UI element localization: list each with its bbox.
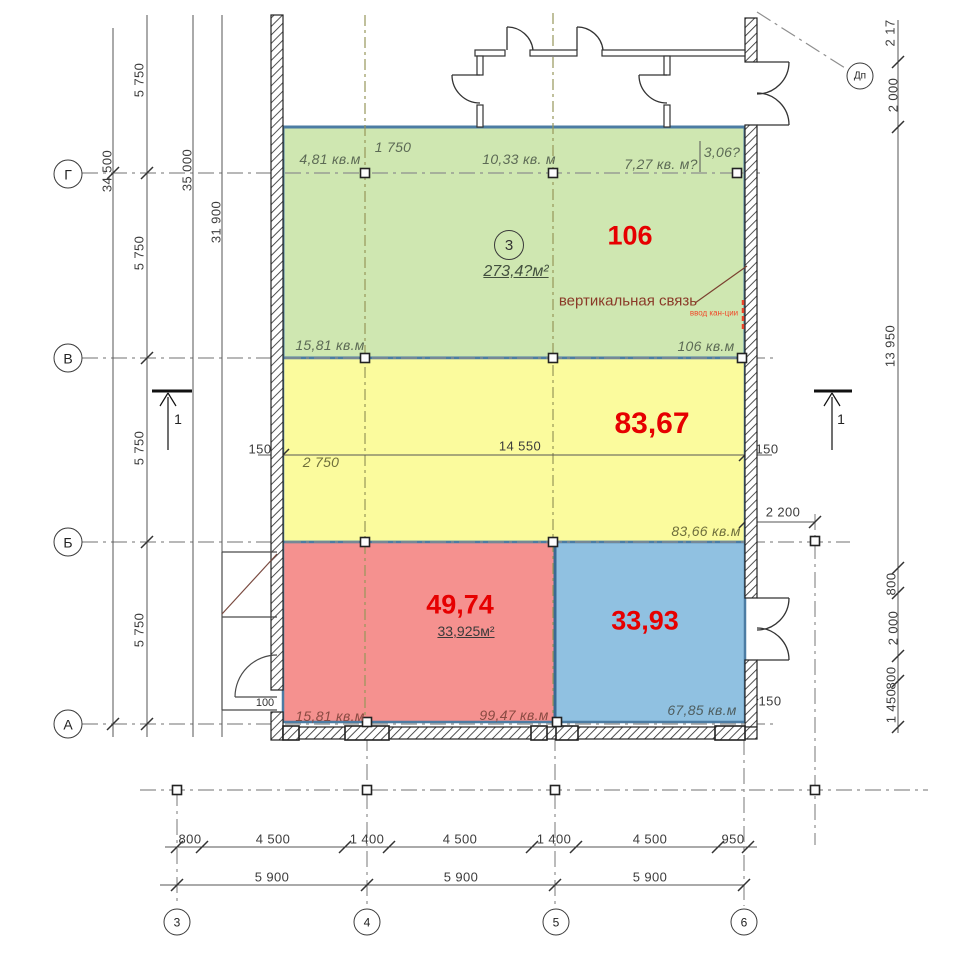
axis-row-b: Б: [53, 527, 83, 557]
dim-right-150-blue: 150: [758, 693, 782, 709]
axis-row-a: А: [53, 709, 83, 739]
yellow-dim-14550: 14 550: [498, 438, 542, 454]
dim-left-35000: 35 000: [179, 148, 195, 192]
column-axis-lines: [364, 13, 554, 733]
section-mark-right-label: 1: [837, 411, 845, 427]
dim-left-5750-2: 5 750: [131, 235, 147, 271]
green-area-total: 273,4?м²: [483, 263, 549, 280]
axis-col-4: 4: [353, 908, 381, 936]
walls: [270, 14, 758, 741]
section-mark-left-label: 1: [174, 411, 182, 427]
dim-left-34500: 34 500: [99, 149, 115, 193]
zone-fills: [281, 125, 747, 724]
red-area-m2: 33,925м²: [437, 623, 495, 639]
yellow-area-8366: 83,66 кв.м: [671, 523, 741, 539]
dim-left-5750-4: 5 750: [131, 612, 147, 648]
green-big-number: 106: [607, 220, 653, 251]
vestibule-walls: [474, 49, 746, 128]
dim-right-150-yellow: 150: [755, 441, 779, 457]
axis-row-g: Г: [53, 159, 83, 189]
axis-node-markers: [171, 167, 821, 796]
green-area-481: 4,81 кв.м: [299, 151, 361, 167]
green-area-1033: 10,33 кв. м: [482, 151, 556, 167]
dim-right-2200: 2 200: [765, 504, 801, 520]
door-symbols: [451, 26, 790, 661]
dim-bottom-800: 800: [178, 831, 202, 847]
green-area-106: 106 кв.м: [677, 338, 735, 354]
green-area-306: 3,06?: [703, 144, 741, 160]
blue-big-number: 33,93: [611, 605, 679, 636]
dim-right-217: 2 17: [882, 19, 898, 47]
green-note-vertical-link: вертикальная связь: [558, 292, 698, 310]
dim-right-2000b: 2 000: [885, 610, 901, 646]
axis-col-3: 3: [163, 908, 191, 936]
axis-col-5: 5: [542, 908, 570, 936]
dim-bottom-4500c: 4 500: [632, 831, 668, 847]
yellow-dim-150-left: 150: [248, 441, 272, 457]
dim-left-5750-1: 5 750: [131, 62, 147, 98]
axis-col-6: 6: [730, 908, 758, 936]
dim-bottom-5900a: 5 900: [254, 869, 290, 885]
section-markers: [152, 389, 852, 450]
dim-bottom-5900b: 5 900: [443, 869, 479, 885]
red-area-9947: 99,47 кв.м: [479, 707, 549, 723]
green-area-727: 7,27 кв. м?: [624, 156, 698, 172]
wall-piers: [282, 725, 746, 741]
dim-bottom-1400b: 1 400: [536, 831, 572, 847]
axis-dp: Дп: [846, 62, 874, 90]
dimension-lines: [112, 15, 899, 886]
stair-block: [221, 551, 278, 711]
red-area-1581: 15,81 кв.м: [295, 708, 365, 724]
green-note-comm-entry: ввод кан-ции: [689, 308, 739, 318]
dim-bottom-5900c: 5 900: [632, 869, 668, 885]
dim-right-1450: 1 450: [883, 688, 899, 724]
red-dim-100: 100: [255, 697, 275, 709]
yellow-big-number: 83,67: [614, 407, 690, 440]
dim-right-800a: 800: [883, 572, 899, 596]
dim-bottom-4500b: 4 500: [442, 831, 478, 847]
dim-left-31900: 31 900: [208, 200, 224, 244]
dim-bottom-950: 950: [721, 831, 745, 847]
dim-bottom-1400a: 1 400: [349, 831, 385, 847]
green-dim-1750: 1 750: [374, 139, 412, 155]
dim-right-13950: 13 950: [882, 324, 898, 368]
green-area-1581: 15,81 кв.м: [295, 337, 365, 353]
dim-right-800b: 800: [883, 666, 899, 690]
dim-bottom-4500a: 4 500: [255, 831, 291, 847]
blue-area-6785: 67,85 кв.м: [667, 702, 737, 718]
green-room-number-circle: 3: [494, 230, 524, 260]
axis-row-v: В: [53, 343, 83, 373]
yellow-dim-2750: 2 750: [302, 454, 340, 470]
red-big-number: 49,74: [426, 589, 494, 620]
dim-left-5750-3: 5 750: [131, 430, 147, 466]
leader-lines: [694, 265, 748, 330]
dim-right-2000a: 2 000: [885, 77, 901, 113]
